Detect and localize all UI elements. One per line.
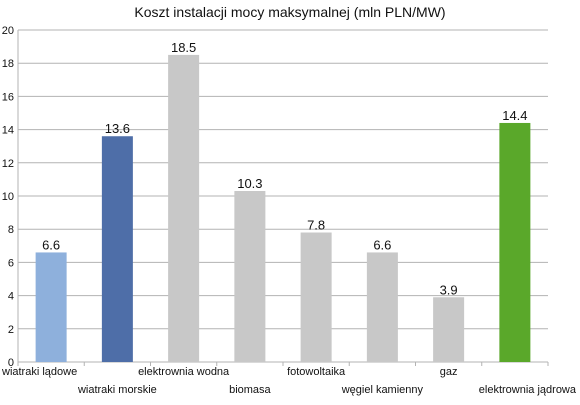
- data-label: 6.6: [373, 237, 391, 252]
- y-tick-label: 4: [8, 291, 14, 303]
- bar: [366, 252, 398, 362]
- y-tick-label: 20: [2, 25, 14, 37]
- bar: [234, 191, 266, 362]
- y-tick-label: 0: [8, 357, 14, 369]
- bar: [433, 297, 465, 362]
- x-tick-label: fotowoltaika: [287, 366, 346, 378]
- chart-title: Koszt instalacji mocy maksymalnej (mln P…: [134, 4, 445, 20]
- x-tick-label: elektrownia wodna: [138, 366, 230, 378]
- bar: [35, 252, 67, 362]
- y-tick-label: 6: [8, 257, 14, 269]
- data-label: 3.9: [440, 282, 458, 297]
- data-labels: 6.6 13.6 18.5 10.3 7.8 6.6 3.9 14.4: [42, 40, 527, 297]
- y-tick-label: 18: [2, 58, 14, 70]
- bar: [300, 232, 332, 362]
- data-label: 7.8: [307, 218, 325, 233]
- bar: [101, 136, 133, 362]
- x-tick-label: biomasa: [229, 384, 271, 396]
- data-label: 14.4: [502, 108, 527, 123]
- gridlines: [18, 29, 548, 363]
- y-tick-label: 16: [2, 91, 14, 103]
- bar: [499, 122, 531, 363]
- axes: [17, 30, 549, 366]
- y-tick-label: 12: [2, 158, 14, 170]
- y-tick-label: 10: [2, 191, 14, 203]
- x-tick-label: węgiel kamienny: [341, 384, 424, 396]
- data-label: 6.6: [42, 237, 60, 252]
- y-tick-label: 8: [8, 224, 14, 236]
- x-tick-label: wiatraki lądowe: [1, 366, 77, 378]
- bar: [168, 54, 200, 363]
- y-axis-ticks: 0 2 4 6 8 10 12 14 16 18 20: [2, 25, 14, 369]
- bars: [35, 54, 531, 363]
- data-label: 18.5: [171, 40, 196, 55]
- data-label: 10.3: [237, 176, 262, 191]
- y-tick-label: 14: [2, 125, 14, 137]
- data-label: 13.6: [105, 121, 130, 136]
- x-tick-label: elektrownia jądrowa: [479, 384, 577, 396]
- x-tick-label: wiatraki morskie: [77, 384, 157, 396]
- x-tick-label: gaz: [440, 366, 458, 378]
- y-tick-label: 2: [8, 324, 14, 336]
